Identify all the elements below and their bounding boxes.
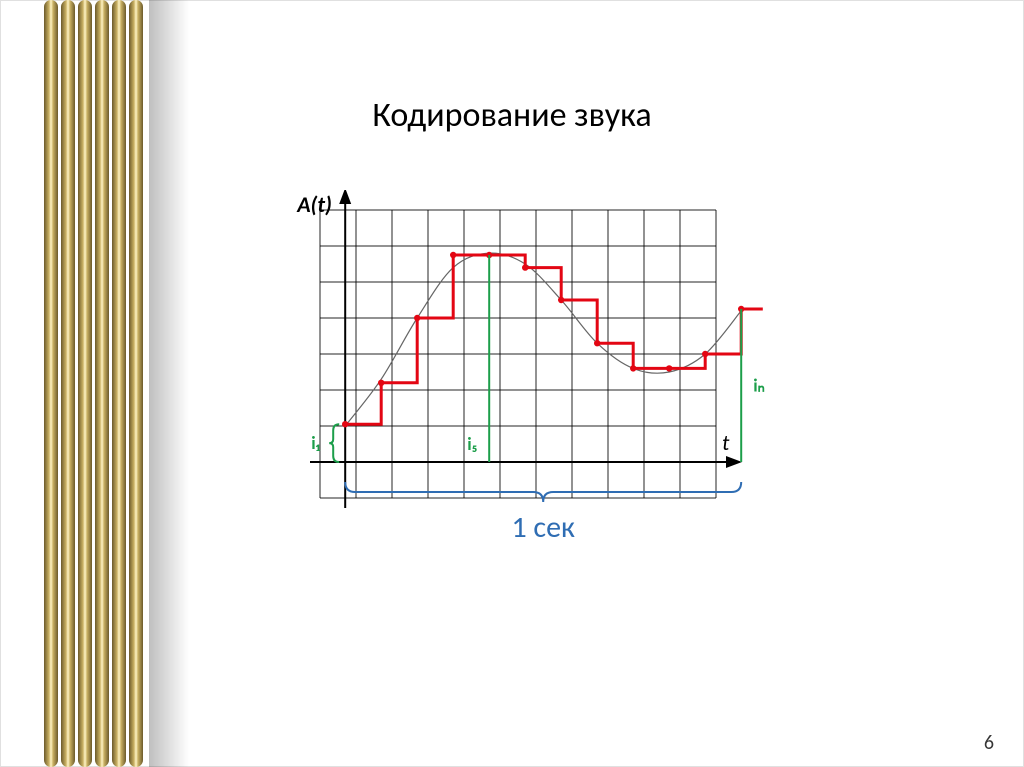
- x-axis-label: t: [722, 429, 730, 456]
- analog-curve: [345, 253, 741, 426]
- slide-title: Кодирование звука: [0, 95, 1024, 136]
- slide: Кодирование звука A(t) t i₁ i₅ iₙ 1 сек 6: [0, 0, 1024, 767]
- y-axis-label: A(t): [296, 191, 332, 218]
- i1-bracket: [329, 424, 339, 462]
- chart-svg: A(t) t i₁ i₅ iₙ 1 сек: [280, 190, 780, 630]
- sampling-chart: A(t) t i₁ i₅ iₙ 1 сек: [280, 190, 780, 630]
- i1-label: i₁: [311, 432, 320, 454]
- quantized-step-line: [345, 255, 763, 424]
- y-axis-arrow: [339, 190, 351, 204]
- i5-label: i₅: [467, 433, 478, 455]
- x-axis-arrow: [726, 456, 742, 468]
- time-span-label: 1 сек: [511, 509, 575, 546]
- time-span-bracket: [345, 482, 741, 502]
- page-number: 6: [984, 731, 994, 755]
- iN-label: iₙ: [753, 375, 765, 397]
